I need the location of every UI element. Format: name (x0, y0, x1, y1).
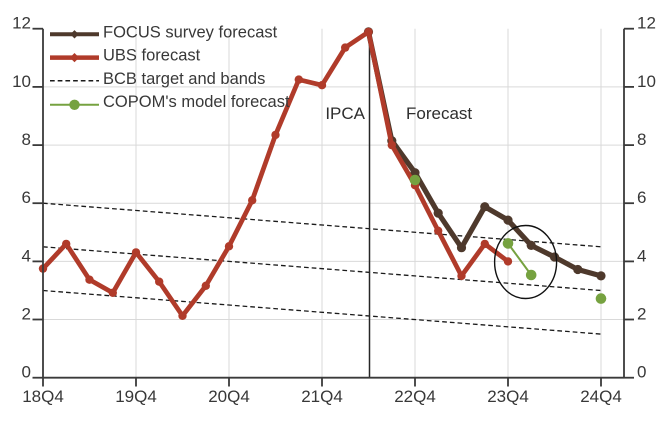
svg-text:10: 10 (637, 72, 656, 91)
svg-text:20Q4: 20Q4 (208, 387, 250, 406)
svg-text:2: 2 (637, 305, 646, 324)
svg-text:IPCA: IPCA (325, 104, 365, 123)
svg-text:22Q4: 22Q4 (394, 387, 436, 406)
svg-text:BCB target and bands: BCB target and bands (103, 70, 265, 88)
svg-text:4: 4 (637, 246, 646, 265)
svg-text:2: 2 (22, 305, 31, 324)
svg-text:0: 0 (637, 363, 646, 382)
svg-text:12: 12 (637, 14, 656, 33)
svg-text:4: 4 (22, 246, 31, 265)
svg-text:18Q4: 18Q4 (22, 387, 64, 406)
svg-text:8: 8 (637, 130, 646, 149)
svg-text:Forecast: Forecast (406, 104, 472, 123)
svg-text:6: 6 (22, 188, 31, 207)
svg-text:FOCUS survey forecast: FOCUS survey forecast (103, 24, 278, 42)
svg-text:19Q4: 19Q4 (115, 387, 157, 406)
svg-text:6: 6 (637, 188, 646, 207)
svg-text:12: 12 (12, 14, 31, 33)
svg-text:21Q4: 21Q4 (301, 387, 343, 406)
svg-text:24Q4: 24Q4 (580, 387, 622, 406)
svg-text:UBS forecast: UBS forecast (103, 47, 201, 65)
svg-text:23Q4: 23Q4 (487, 387, 529, 406)
svg-text:COPOM's model forecast: COPOM's model forecast (103, 93, 290, 111)
svg-text:10: 10 (12, 72, 31, 91)
svg-text:0: 0 (22, 363, 31, 382)
svg-text:8: 8 (22, 130, 31, 149)
